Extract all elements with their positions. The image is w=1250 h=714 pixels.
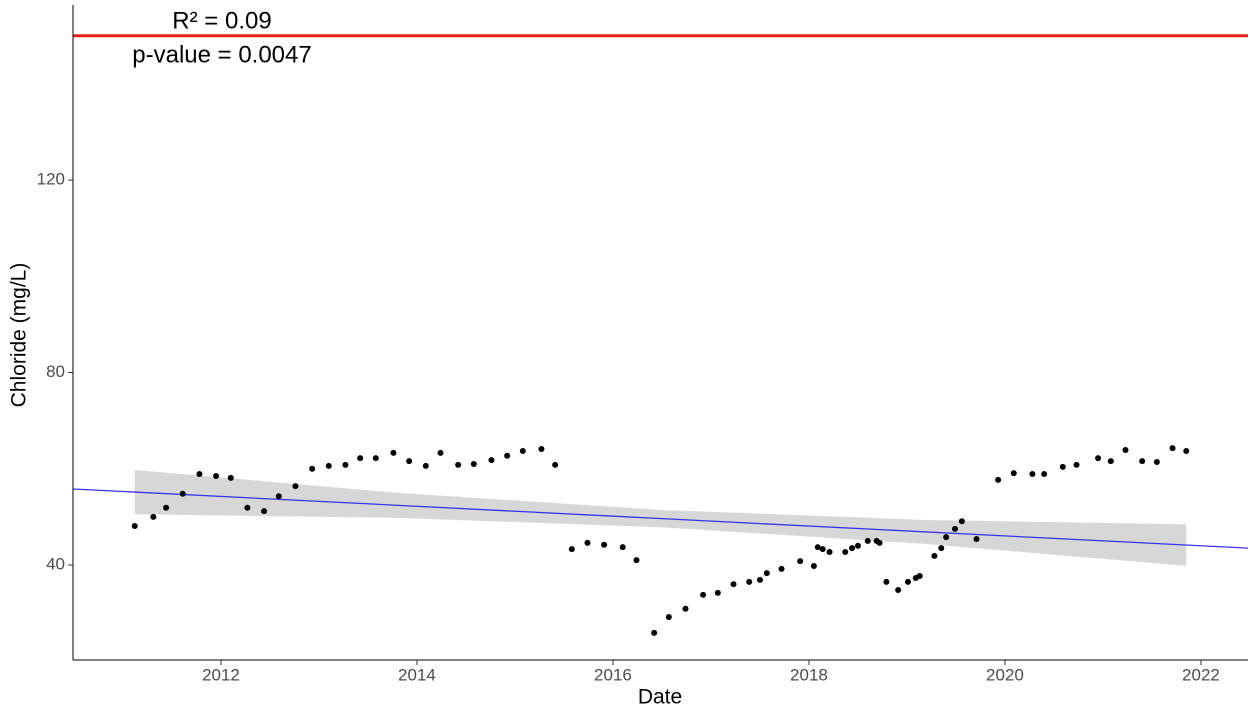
data-point bbox=[633, 557, 640, 564]
data-point bbox=[519, 447, 526, 454]
data-point bbox=[854, 542, 861, 549]
data-point bbox=[275, 493, 282, 500]
data-point bbox=[814, 544, 821, 551]
data-point bbox=[163, 504, 170, 511]
x-tick-label: 2018 bbox=[790, 665, 828, 684]
data-point bbox=[196, 471, 203, 478]
data-point bbox=[1153, 459, 1160, 466]
data-point bbox=[309, 465, 316, 472]
data-point bbox=[227, 474, 234, 481]
data-point bbox=[797, 558, 804, 565]
data-point bbox=[756, 576, 763, 583]
data-point bbox=[455, 461, 462, 468]
x-tick-label: 2020 bbox=[986, 665, 1024, 684]
data-point bbox=[131, 523, 138, 530]
trend-line bbox=[72, 488, 1249, 549]
x-axis-title: Date bbox=[638, 686, 682, 709]
data-point bbox=[488, 457, 495, 464]
data-point bbox=[179, 490, 186, 497]
data-point bbox=[1107, 458, 1114, 465]
data-point bbox=[876, 539, 883, 546]
data-point bbox=[951, 525, 958, 532]
data-point bbox=[973, 536, 980, 543]
data-point bbox=[584, 539, 591, 546]
data-point bbox=[1059, 463, 1066, 470]
x-tick-label: 2012 bbox=[202, 665, 240, 684]
data-point bbox=[1122, 447, 1129, 454]
data-point bbox=[1041, 471, 1048, 478]
data-point bbox=[213, 472, 220, 479]
data-point bbox=[1139, 458, 1146, 465]
data-point bbox=[746, 578, 753, 585]
data-point bbox=[651, 629, 658, 636]
data-point bbox=[406, 458, 413, 465]
data-point bbox=[826, 548, 833, 555]
data-point bbox=[938, 545, 945, 552]
data-point bbox=[895, 587, 902, 594]
data-point bbox=[372, 455, 379, 462]
confidence-band bbox=[134, 469, 1187, 566]
data-point bbox=[842, 548, 849, 555]
x-tick-label: 2022 bbox=[1182, 665, 1220, 684]
data-point bbox=[849, 545, 856, 552]
y-tick-label: 120 bbox=[37, 170, 65, 189]
data-point bbox=[470, 460, 477, 467]
data-point bbox=[538, 446, 545, 453]
data-point bbox=[1095, 455, 1102, 462]
data-point bbox=[730, 581, 737, 588]
data-point bbox=[810, 562, 817, 569]
data-point bbox=[700, 591, 707, 598]
data-point bbox=[1073, 461, 1080, 468]
data-point bbox=[325, 462, 332, 469]
y-axis-title: Chloride (mg/L) bbox=[8, 263, 31, 408]
data-point bbox=[1183, 447, 1190, 454]
data-point bbox=[422, 462, 429, 469]
annotation: p-value = 0.0047 bbox=[132, 41, 311, 68]
data-point bbox=[943, 534, 950, 541]
data-point bbox=[682, 605, 689, 612]
data-point bbox=[778, 565, 785, 572]
data-point bbox=[437, 449, 444, 456]
y-tick-label: 40 bbox=[46, 554, 65, 573]
data-point bbox=[150, 513, 157, 520]
data-point bbox=[714, 589, 721, 596]
data-point bbox=[931, 552, 938, 559]
data-point bbox=[244, 504, 251, 511]
data-point bbox=[1169, 445, 1176, 452]
data-point bbox=[342, 461, 349, 468]
annotation: R² = 0.09 bbox=[172, 7, 271, 34]
y-tick-label: 80 bbox=[46, 362, 65, 381]
x-tick-label: 2016 bbox=[594, 665, 632, 684]
data-point bbox=[619, 544, 626, 551]
data-point bbox=[1029, 471, 1036, 478]
data-point bbox=[819, 546, 826, 553]
x-tick-label: 2014 bbox=[398, 665, 436, 684]
data-point bbox=[904, 578, 911, 585]
data-point bbox=[390, 449, 397, 456]
data-point bbox=[552, 461, 559, 468]
data-point bbox=[1010, 470, 1017, 477]
data-point bbox=[261, 508, 268, 515]
data-point bbox=[601, 541, 608, 548]
data-point bbox=[763, 570, 770, 577]
data-point bbox=[357, 455, 364, 462]
data-point bbox=[995, 476, 1002, 483]
data-point bbox=[504, 452, 511, 459]
data-point bbox=[292, 483, 299, 490]
data-point bbox=[864, 537, 871, 544]
data-point bbox=[958, 518, 965, 525]
data-point bbox=[665, 613, 672, 620]
data-point bbox=[883, 578, 890, 585]
data-point bbox=[568, 546, 575, 553]
data-point bbox=[916, 573, 923, 580]
